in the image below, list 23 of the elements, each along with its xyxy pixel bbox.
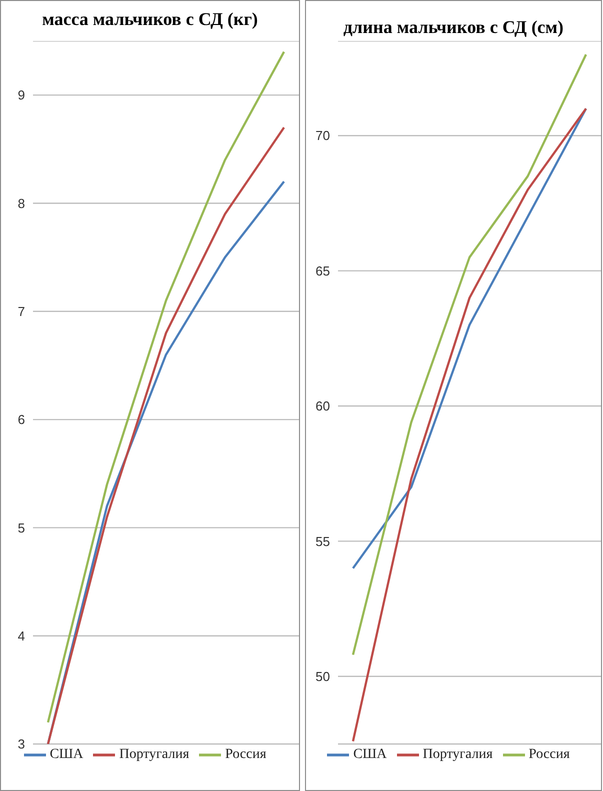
y-tick-label: 9 — [18, 88, 25, 103]
y-tick-label: 60 — [316, 398, 330, 414]
y-tick-label: 55 — [316, 534, 330, 549]
y-tick-label: 5 — [18, 520, 25, 536]
y-tick-label: 65 — [316, 263, 330, 278]
y-tick-label: 4 — [18, 628, 25, 644]
y-tick-label: 70 — [316, 128, 330, 144]
legend-label: Португалия — [422, 747, 493, 762]
legend-label: Португалия — [119, 747, 190, 762]
legend-label: Россия — [528, 747, 570, 762]
chart-title: масса мальчиков с СД (кг) — [41, 9, 259, 30]
line-series — [352, 107, 588, 742]
chart-title: длина мальчиков с СД (см) — [342, 17, 565, 38]
y-tick-label: 8 — [18, 196, 25, 211]
legend-label: США — [50, 747, 84, 762]
y-tick-label: 6 — [18, 412, 25, 428]
legend-label: США — [353, 747, 387, 762]
line-series — [352, 107, 588, 570]
legend-label: Россия — [225, 747, 266, 762]
line-series — [352, 53, 588, 656]
y-tick-label: 7 — [18, 304, 25, 319]
y-tick-label: 3 — [18, 736, 25, 752]
y-tick-label: 50 — [316, 669, 330, 684]
